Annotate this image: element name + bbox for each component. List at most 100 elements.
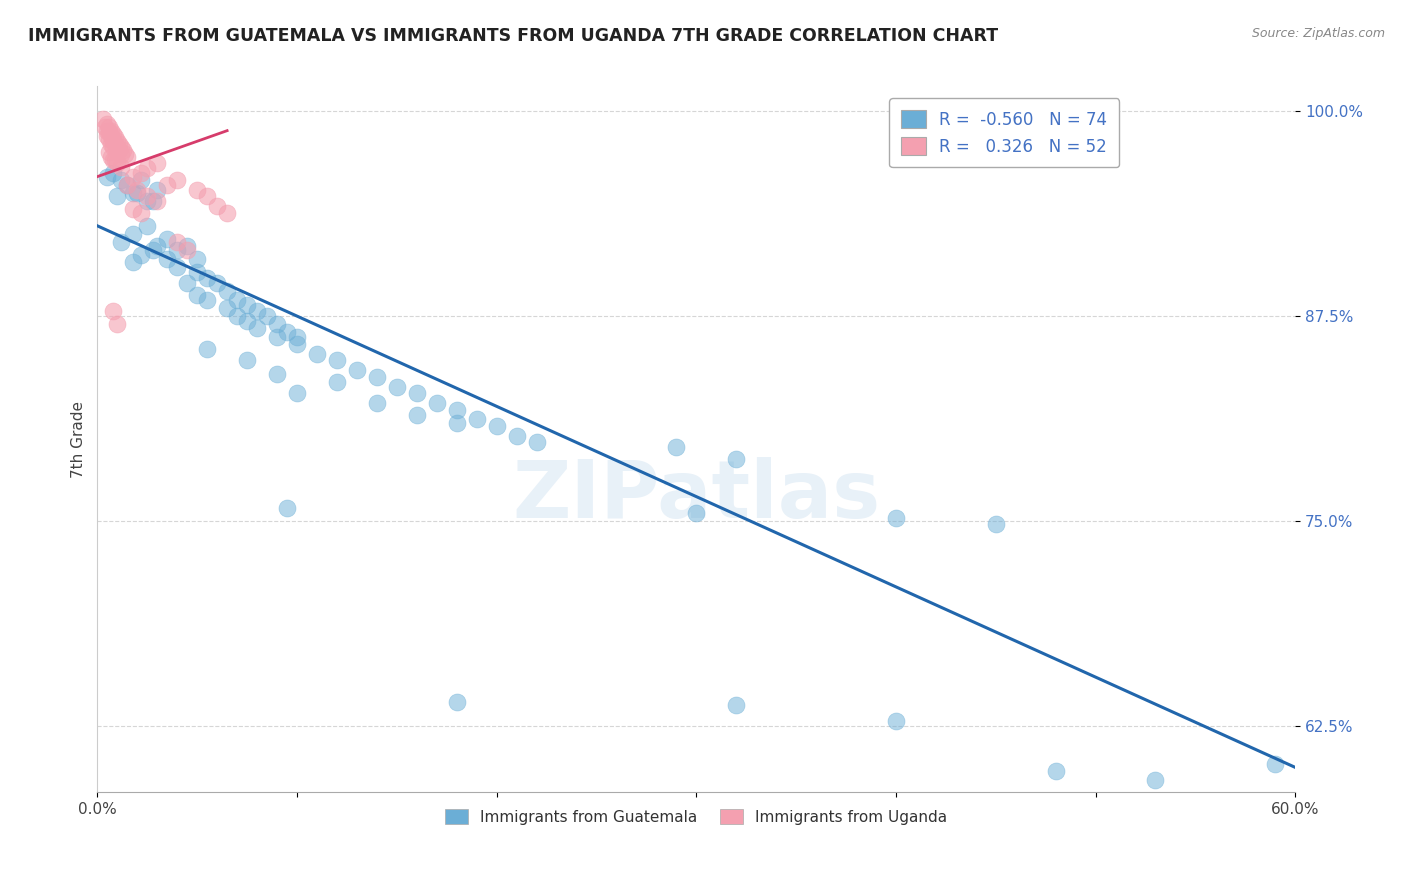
Point: [166, 244, 188, 258]
Point: [465, 412, 488, 426]
Point: [122, 169, 145, 184]
Point: [103, 140, 125, 154]
Point: [129, 248, 152, 262]
Point: [146, 194, 169, 209]
Point: [446, 416, 468, 430]
Point: [276, 326, 298, 340]
Text: Source: ZipAtlas.com: Source: ZipAtlas.com: [1251, 27, 1385, 40]
Point: [984, 517, 1007, 532]
Point: [110, 173, 132, 187]
Point: [446, 695, 468, 709]
Point: [685, 506, 707, 520]
Point: [326, 353, 349, 368]
Point: [112, 144, 135, 158]
Point: [105, 189, 128, 203]
Point: [246, 304, 269, 318]
Point: [129, 173, 152, 187]
Point: [176, 238, 198, 252]
Point: [236, 353, 259, 368]
Point: [285, 330, 308, 344]
Point: [195, 293, 218, 307]
Point: [96, 169, 118, 184]
Point: [98, 145, 121, 159]
Point: [136, 161, 159, 176]
Point: [117, 178, 139, 192]
Point: [725, 451, 748, 466]
Point: [285, 386, 308, 401]
Point: [226, 309, 249, 323]
Point: [100, 128, 122, 143]
Point: [96, 128, 118, 143]
Point: [1264, 757, 1286, 772]
Point: [103, 127, 125, 141]
Point: [103, 153, 125, 168]
Point: [105, 134, 128, 148]
Point: [146, 156, 169, 170]
Point: [326, 375, 349, 389]
Point: [217, 301, 239, 315]
Point: [665, 441, 688, 455]
Point: [166, 173, 188, 187]
Point: [366, 396, 388, 410]
Point: [276, 501, 298, 516]
Point: [256, 309, 278, 323]
Point: [146, 183, 169, 197]
Point: [98, 125, 121, 139]
Point: [122, 227, 145, 241]
Point: [117, 150, 139, 164]
Point: [104, 153, 127, 168]
Point: [176, 244, 198, 258]
Point: [122, 255, 145, 269]
Point: [127, 186, 149, 200]
Point: [236, 297, 259, 311]
Point: [285, 337, 308, 351]
Point: [226, 293, 249, 307]
Point: [305, 347, 328, 361]
Point: [186, 265, 208, 279]
Point: [108, 136, 131, 151]
Point: [505, 429, 527, 443]
Point: [129, 166, 152, 180]
Point: [426, 396, 449, 410]
Point: [186, 287, 208, 301]
Point: [195, 342, 218, 356]
Point: [236, 314, 259, 328]
Point: [195, 189, 218, 203]
Point: [100, 136, 122, 151]
Point: [122, 186, 145, 200]
Point: [205, 199, 228, 213]
Point: [405, 408, 427, 422]
Point: [266, 330, 288, 344]
Point: [105, 156, 128, 170]
Text: IMMIGRANTS FROM GUATEMALA VS IMMIGRANTS FROM UGANDA 7TH GRADE CORRELATION CHART: IMMIGRANTS FROM GUATEMALA VS IMMIGRANTS …: [28, 27, 998, 45]
Point: [217, 205, 239, 219]
Text: ZIPatlas: ZIPatlas: [512, 457, 880, 534]
Point: [366, 369, 388, 384]
Point: [1045, 764, 1067, 778]
Point: [142, 194, 165, 209]
Point: [136, 219, 159, 233]
Point: [94, 120, 117, 135]
Point: [156, 178, 179, 192]
Point: [446, 402, 468, 417]
Point: [103, 134, 125, 148]
Point: [156, 232, 179, 246]
Point: [114, 146, 136, 161]
Point: [156, 252, 179, 266]
Point: [266, 318, 288, 332]
Point: [142, 244, 165, 258]
Point: [104, 136, 127, 151]
Point: [110, 140, 132, 154]
Point: [108, 144, 131, 158]
Point: [103, 166, 125, 180]
Point: [96, 123, 118, 137]
Point: [104, 130, 127, 145]
Point: [98, 132, 121, 146]
Point: [385, 379, 408, 393]
Point: [526, 435, 548, 450]
Point: [217, 285, 239, 299]
Point: [884, 511, 907, 525]
Point: [100, 150, 122, 164]
Point: [884, 714, 907, 729]
Point: [91, 112, 114, 127]
